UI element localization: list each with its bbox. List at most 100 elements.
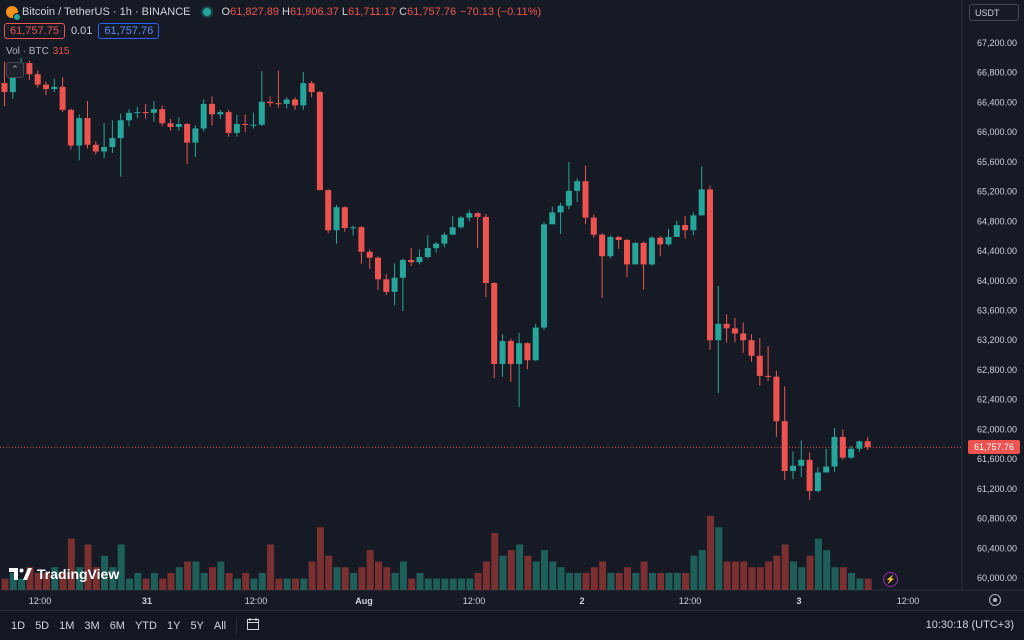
low-label: L: [341, 6, 349, 18]
open-value: 61,827.89: [230, 6, 280, 18]
volume-bar: [491, 533, 499, 590]
timeframe-1y[interactable]: 1Y: [166, 619, 181, 632]
volume-bar: [466, 578, 474, 590]
volume-bar: [856, 578, 864, 590]
price-chart[interactable]: 67,200.00 66,800.00 66,400.00 66,000.00 65,6…: [0, 0, 1024, 610]
candle-body: [848, 448, 855, 458]
timeframe-5d[interactable]: 5D: [35, 619, 50, 632]
volume-legend[interactable]: Vol · BTC 315: [6, 46, 69, 57]
clock-timezone[interactable]: 10:30:18 (UTC+3): [925, 619, 1014, 631]
volume-bar: [682, 572, 690, 590]
y-tick-label: 60,400.00: [977, 543, 1017, 553]
volume-bar: [184, 561, 192, 590]
x-tick-label: 12:00: [463, 596, 486, 606]
volume-bar: [416, 572, 424, 590]
high-value: 61,906.37: [289, 6, 339, 18]
candle-body: [92, 144, 99, 152]
market-status-icon[interactable]: [202, 8, 211, 16]
volume-bar: [516, 544, 524, 590]
y-tick-label: 64,000.00: [977, 276, 1017, 286]
volume-bar: [474, 572, 482, 590]
candle-body: [806, 459, 813, 492]
y-tick-label: 63,200.00: [977, 335, 1017, 345]
y-tick-label: 61,600.00: [977, 454, 1017, 464]
candle-body: [217, 112, 224, 115]
volume-bar: [590, 567, 598, 590]
timeframe-1d[interactable]: 1D: [11, 619, 26, 632]
timeframe-1m[interactable]: 1M: [59, 619, 75, 632]
candle-body: [209, 103, 215, 115]
volume-bar: [599, 561, 607, 590]
x-tick-label: 12:00: [679, 596, 702, 606]
candle-body: [399, 259, 406, 278]
candle-body: [358, 227, 365, 252]
candle-body: [466, 213, 473, 218]
volume-bar: [126, 578, 133, 590]
volume-bar: [839, 567, 847, 590]
candle-body: [756, 355, 763, 376]
volume-bar: [690, 555, 698, 590]
y-tick-label: 66,400.00: [977, 97, 1017, 107]
lightning-icon[interactable]: ⚡: [883, 572, 898, 587]
buy-price-button[interactable]: 61,757.76: [98, 23, 160, 39]
volume-bar: [26, 567, 34, 590]
volume-bar: [358, 567, 366, 590]
candle-body: [723, 323, 730, 329]
y-tick-label: 62,000.00: [977, 424, 1017, 434]
y-tick-label: 67,200.00: [977, 38, 1017, 48]
timeframe-3m[interactable]: 3M: [84, 619, 100, 632]
candle-body: [814, 472, 821, 492]
volume-bar: [831, 567, 839, 590]
candle-body: [134, 112, 141, 114]
volume-bar: [117, 544, 125, 590]
volume-bar: [300, 578, 308, 590]
candle-body: [856, 441, 863, 449]
candle-body: [458, 217, 464, 228]
volume-bar: [449, 578, 457, 590]
candle-body: [532, 327, 539, 361]
x-tick-label: 31: [142, 596, 152, 606]
candle-body: [665, 236, 672, 245]
volume-bar: [781, 544, 789, 590]
sell-price-button[interactable]: 61,757.75: [4, 23, 65, 39]
volume-bar: [773, 555, 781, 590]
candle-body: [507, 340, 514, 364]
date-range-icon[interactable]: [246, 617, 260, 634]
volume-bar: [9, 572, 17, 590]
candle-body: [150, 109, 157, 113]
y-tick-label: 64,800.00: [977, 216, 1017, 226]
candle-body: [773, 376, 780, 422]
volume-bar: [574, 572, 582, 590]
candle-body: [441, 234, 448, 244]
candle-body: [333, 207, 340, 231]
timeframe-6m[interactable]: 6M: [109, 619, 125, 632]
candle-body: [541, 224, 547, 328]
collapse-legend-icon[interactable]: ⌃: [6, 62, 24, 78]
volume-bar: [814, 538, 822, 590]
volume-bar: [640, 561, 648, 590]
symbol-title[interactable]: Bitcoin / TetherUS · 1h · BINANCE: [22, 6, 191, 18]
volume-bar: [499, 555, 507, 590]
tradingview-wordmark: TradingView: [37, 566, 120, 582]
candle-body: [275, 103, 282, 105]
volume-bar: [159, 578, 167, 590]
candle-body: [1, 83, 8, 93]
volume-bar: [275, 578, 283, 590]
volume-bar: [200, 572, 208, 590]
volume-bar: [43, 572, 50, 590]
timeframe-ytd[interactable]: YTD: [134, 619, 157, 632]
candle-body: [350, 227, 357, 229]
tradingview-logo[interactable]: TradingView: [9, 566, 119, 582]
x-tick-label: 3: [796, 596, 801, 606]
settings-icon[interactable]: [989, 594, 1001, 606]
volume-bar: [557, 567, 565, 590]
candle-body: [565, 190, 572, 206]
volume-bar: [458, 578, 465, 590]
volume-bar: [541, 550, 548, 590]
timeframe-5y[interactable]: 5Y: [190, 619, 204, 632]
candle-body: [267, 101, 274, 104]
timeframe-all[interactable]: All: [213, 619, 227, 632]
candle-body: [9, 71, 16, 93]
currency-selector[interactable]: USDT: [969, 4, 1019, 21]
candle-body: [524, 343, 531, 361]
